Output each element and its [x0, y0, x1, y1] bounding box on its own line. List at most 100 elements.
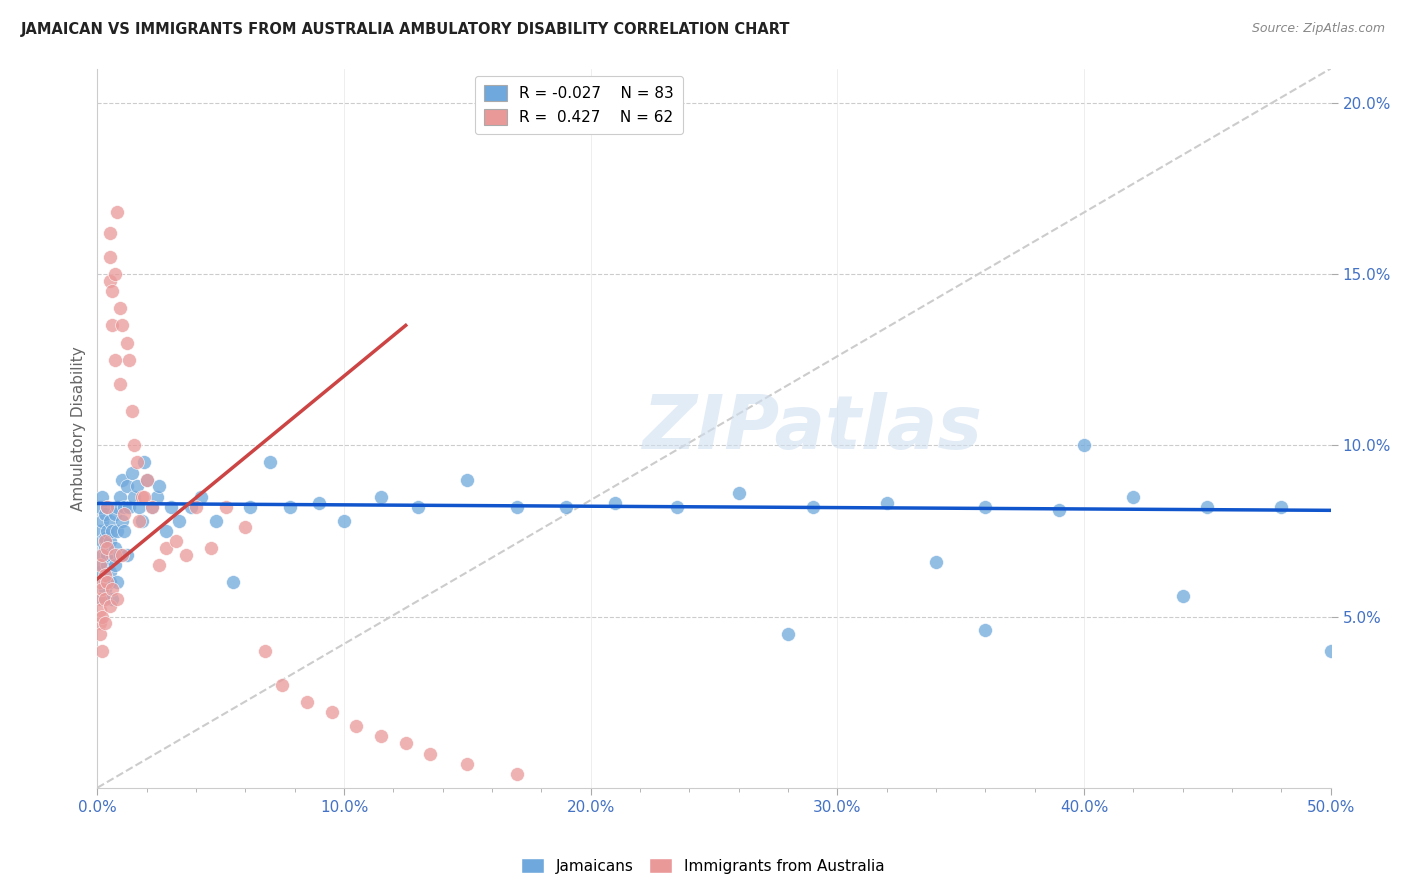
Point	[101, 284, 124, 298]
Y-axis label: Ambulatory Disability: Ambulatory Disability	[72, 346, 86, 510]
Point	[190, 490, 212, 504]
Point	[98, 514, 121, 528]
Point	[419, 747, 441, 761]
Point	[98, 534, 121, 549]
Point	[104, 507, 127, 521]
Point	[456, 756, 478, 771]
Point	[91, 548, 114, 562]
Point	[98, 274, 121, 288]
Point	[155, 524, 177, 538]
Point	[115, 479, 138, 493]
Point	[89, 548, 111, 562]
Point	[801, 500, 824, 514]
Point	[104, 558, 127, 573]
Point	[666, 500, 689, 514]
Point	[114, 500, 136, 514]
Point	[456, 473, 478, 487]
Point	[131, 514, 153, 528]
Point	[89, 626, 111, 640]
Point	[180, 500, 202, 514]
Point	[128, 500, 150, 514]
Point	[91, 490, 114, 504]
Point	[94, 582, 117, 596]
Point	[1122, 490, 1144, 504]
Point	[91, 609, 114, 624]
Point	[108, 376, 131, 391]
Point	[98, 226, 121, 240]
Point	[134, 490, 156, 504]
Point	[131, 490, 153, 504]
Point	[94, 575, 117, 590]
Point	[101, 318, 124, 333]
Point	[134, 455, 156, 469]
Text: ZIPatlas: ZIPatlas	[643, 392, 983, 465]
Point	[91, 644, 114, 658]
Point	[98, 575, 121, 590]
Point	[91, 592, 114, 607]
Point	[111, 514, 134, 528]
Point	[89, 616, 111, 631]
Text: JAMAICAN VS IMMIGRANTS FROM AUSTRALIA AMBULATORY DISABILITY CORRELATION CHART: JAMAICAN VS IMMIGRANTS FROM AUSTRALIA AM…	[21, 22, 790, 37]
Point	[89, 592, 111, 607]
Point	[89, 558, 111, 573]
Point	[101, 592, 124, 607]
Point	[101, 548, 124, 562]
Point	[96, 558, 118, 573]
Point	[101, 582, 124, 596]
Point	[174, 548, 197, 562]
Point	[204, 514, 226, 528]
Point	[259, 455, 281, 469]
Point	[148, 479, 170, 493]
Point	[94, 592, 117, 607]
Point	[254, 644, 277, 658]
Point	[108, 490, 131, 504]
Point	[91, 582, 114, 596]
Point	[98, 599, 121, 614]
Point	[94, 534, 117, 549]
Point	[555, 500, 578, 514]
Point	[974, 500, 997, 514]
Text: Source: ZipAtlas.com: Source: ZipAtlas.com	[1251, 22, 1385, 36]
Point	[104, 548, 127, 562]
Point	[200, 541, 222, 555]
Point	[321, 706, 343, 720]
Point	[278, 500, 301, 514]
Point	[333, 514, 356, 528]
Point	[96, 524, 118, 538]
Point	[165, 534, 187, 549]
Point	[96, 575, 118, 590]
Point	[141, 500, 163, 514]
Point	[91, 514, 114, 528]
Point	[271, 678, 294, 692]
Legend: R = -0.027    N = 83, R =  0.427    N = 62: R = -0.027 N = 83, R = 0.427 N = 62	[475, 76, 683, 134]
Point	[104, 352, 127, 367]
Point	[101, 524, 124, 538]
Point	[295, 695, 318, 709]
Point	[141, 500, 163, 514]
Point	[1197, 500, 1219, 514]
Point	[145, 490, 167, 504]
Point	[1171, 589, 1194, 603]
Point	[104, 541, 127, 555]
Point	[121, 466, 143, 480]
Point	[160, 500, 183, 514]
Point	[111, 473, 134, 487]
Point	[239, 500, 262, 514]
Point	[1073, 438, 1095, 452]
Point	[91, 558, 114, 573]
Point	[155, 541, 177, 555]
Point	[114, 507, 136, 521]
Point	[89, 524, 111, 538]
Point	[308, 496, 330, 510]
Point	[121, 404, 143, 418]
Point	[184, 500, 207, 514]
Point	[89, 565, 111, 579]
Point	[605, 496, 627, 510]
Point	[91, 534, 114, 549]
Point	[214, 500, 236, 514]
Point	[114, 524, 136, 538]
Point	[167, 514, 190, 528]
Point	[94, 507, 117, 521]
Point	[406, 500, 429, 514]
Point	[89, 575, 111, 590]
